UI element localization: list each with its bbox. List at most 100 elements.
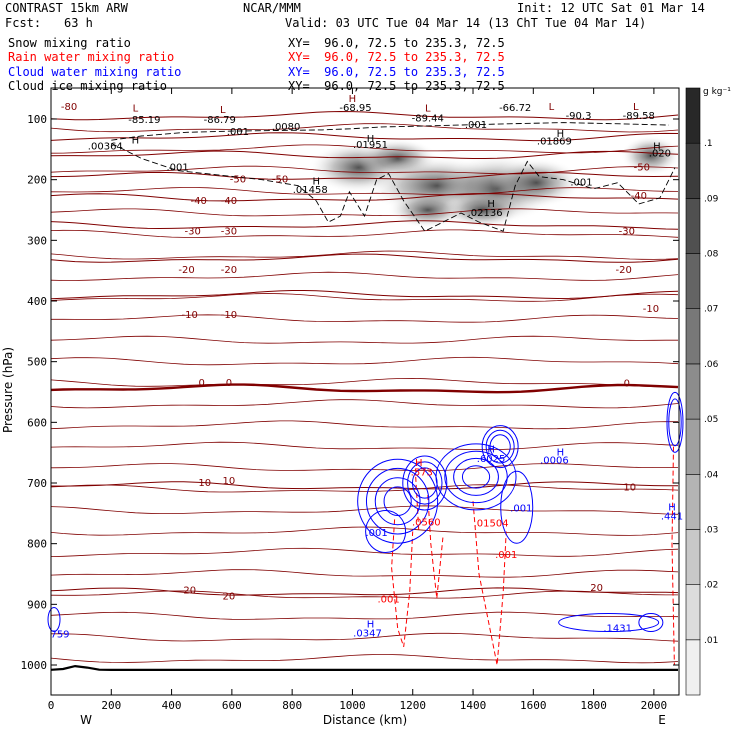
contour-label: .001	[166, 163, 188, 174]
contour-label: -89.58	[623, 111, 655, 122]
colorbar-tick-label: .08	[704, 250, 719, 260]
colorbar-tick-label: .09	[704, 194, 719, 204]
contour-label: .001	[510, 504, 532, 515]
high-marker: H	[349, 94, 357, 105]
plot-frame	[50, 87, 680, 696]
isotherm-line	[50, 253, 679, 263]
field-xy-cloudice: XY= 96.0, 72.5 to 235.3, 72.5	[288, 79, 505, 93]
x-tick-label: 1000	[339, 699, 366, 712]
contour-label: 759	[50, 630, 69, 641]
rain-water-contour	[391, 519, 414, 647]
x-axis-ticks: 0 200 400 600 800 1000 1200 1400 1600 1800 2000	[48, 88, 667, 712]
colorbar-segment	[685, 529, 701, 586]
rain-water-contour	[427, 495, 444, 599]
rain-water-contour	[671, 446, 675, 666]
cloud-ice-contour	[111, 122, 670, 141]
field-name-snow: Snow mixing ratio	[8, 36, 131, 50]
cloud-water-contour	[444, 450, 508, 504]
contour-label: .01458	[293, 185, 328, 196]
cloud-water-contour	[407, 461, 443, 505]
snow-blob	[491, 157, 582, 208]
x-tick-label: 1200	[399, 699, 426, 712]
contour-label: -40	[191, 196, 207, 207]
cloud-water-contour	[485, 429, 515, 464]
contour-label: -80	[61, 102, 77, 113]
isotherm-line	[50, 463, 679, 472]
cloud-water-contour	[435, 443, 517, 511]
isotherm-line	[50, 484, 679, 493]
contour-label: .02136	[468, 208, 503, 219]
contour-label: .6025	[477, 454, 506, 465]
contour-label: -50	[230, 175, 246, 186]
isotherm-line	[50, 171, 679, 180]
contour-label: .00364	[88, 141, 123, 152]
contour-label: -66.72	[499, 103, 531, 114]
x-tick-label: 600	[222, 699, 242, 712]
x-tick-label: 0	[48, 699, 55, 712]
high-marker: H	[557, 448, 565, 459]
field-xy-cloudwater: XY= 96.0, 72.5 to 235.3, 72.5	[288, 65, 505, 79]
contour-label: .001	[465, 120, 487, 131]
contour-label: 20	[183, 585, 196, 596]
cloud-water-contour	[638, 613, 664, 633]
x-tick-label: 1400	[460, 699, 487, 712]
rain-water-contours	[391, 446, 675, 666]
contour-label: -30	[221, 226, 237, 237]
colorbar-segment	[685, 473, 701, 530]
contour-label: 0	[226, 378, 232, 389]
contour-label: .001	[365, 528, 387, 539]
contour-label: 0	[624, 379, 630, 390]
contour-label: -30	[185, 226, 201, 237]
contour-label: .001	[377, 595, 399, 606]
contour-label: -30	[619, 226, 635, 237]
contour-label: .573	[411, 468, 433, 479]
y-tick-label: 300	[27, 234, 47, 247]
y-axis-label: Pressure (hPa)	[1, 347, 15, 433]
colorbar-tick-label: .04	[704, 470, 719, 480]
isotherm-line	[51, 632, 679, 642]
low-marker: L	[133, 104, 139, 115]
contour-label: .020	[649, 149, 671, 160]
field-xy-rain: XY= 96.0, 72.5 to 235.3, 72.5	[288, 50, 505, 64]
freezing-level-line	[50, 383, 679, 394]
contour-label: 10	[223, 476, 236, 487]
contour-label: .0006	[540, 456, 569, 467]
contour-labels: -80 -85.19 -86.79 -68.95 -89.44 -66.72 -90.3 -8…	[50, 102, 683, 641]
colorbar-unit-label: g kg⁻¹	[703, 87, 731, 97]
contour-label: -50	[272, 175, 288, 186]
isotherm-line	[50, 123, 679, 133]
contour-label: -89.44	[412, 113, 444, 124]
contour-label: .001	[570, 178, 592, 189]
isotherm-line	[50, 165, 679, 175]
contour-label: .01951	[353, 140, 388, 151]
high-marker: H	[313, 177, 321, 188]
surface-line	[50, 664, 678, 671]
isotherm-line	[50, 335, 678, 344]
high-marker: H	[653, 141, 661, 152]
model-title: CONTRAST 15km ARW	[5, 1, 128, 15]
cloud-water-contour	[481, 425, 519, 469]
colorbar-segment	[685, 198, 701, 254]
cloud-water-contour	[374, 477, 421, 526]
x-tick-label: 800	[282, 699, 302, 712]
snow-shading	[308, 135, 681, 228]
isotherm-line	[50, 290, 679, 300]
y-tick-label: 900	[27, 598, 47, 611]
high-marker: H	[487, 199, 495, 210]
org-label: NCAR/MMM	[243, 1, 301, 15]
east-label: E	[658, 713, 666, 727]
cloud-water-contour	[489, 434, 511, 459]
isotherm-line	[50, 293, 679, 302]
y-tick-label: 1000	[21, 659, 48, 672]
cloud-ice-contours	[111, 122, 676, 232]
extrema-markers: L L H L L L H H H H H H H H H H H	[132, 94, 676, 630]
fcst-value: 63 h	[64, 16, 93, 30]
low-marker: L	[633, 102, 639, 113]
low-marker: L	[425, 104, 431, 115]
isotherm-line	[50, 399, 679, 409]
cloud-water-contour	[500, 470, 534, 544]
contour-label: -20	[616, 265, 632, 276]
valid-time: Valid: 03 UTC Tue 04 Mar 14 (13 ChT Tue …	[285, 16, 647, 30]
isotherm-line	[50, 356, 679, 366]
